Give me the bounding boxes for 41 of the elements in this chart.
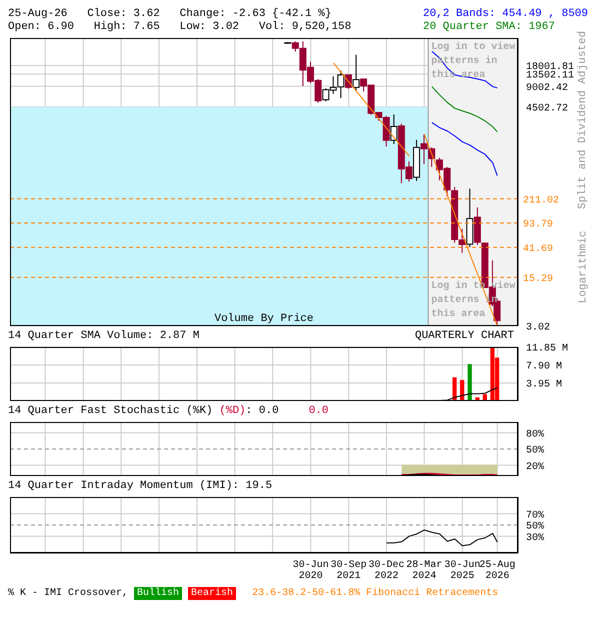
text: Bearish [188, 587, 236, 600]
chart-title: 25-Aug-26 Close: 3.62 Change: -2.63 {-42.1 %} [8, 8, 332, 21]
text: Logarithmic [577, 230, 589, 304]
ref-line-label: 93.79 [523, 220, 554, 231]
y-tick-label: 80% [526, 429, 544, 440]
y-tick-label: 50% [526, 446, 544, 457]
chart-title: 14 Quarter Intraday Momentum (IMI): 19.5 [8, 480, 272, 493]
ref-line-label: 15.29 [523, 274, 554, 285]
text: 20,2 Bands: 454.49 , 8509 [422, 8, 588, 21]
y-tick-label: 4502.72 [526, 104, 568, 115]
x-tick-label: 30-Jun 2020 [292, 560, 329, 582]
y-tick-label: 3.02 [526, 322, 550, 334]
x-tick-label: 30-Sep 2021 [330, 560, 367, 582]
chart-subtitle: Open: 6.90 High: 7.65 Low: 3.02 Vol: 9,520,158 [8, 21, 352, 34]
text: % K - IMI Crossover, [8, 587, 128, 600]
x-tick-label: 30-Jun 2025 [444, 560, 480, 582]
text: (%K) [185, 405, 213, 417]
y-tick-label: 3.95 M [526, 380, 562, 391]
text: 23.6-38.2-50-61.8% Fibonacci Retracements [252, 587, 498, 600]
ref-line-label: 211.02 [523, 195, 560, 206]
text: : 0.0 [246, 405, 279, 417]
x-tick-label: 30-Dec 2022 [368, 560, 405, 582]
y-axis-title: Split and Dividend Adjusted [577, 31, 590, 210]
text: 0.0 [308, 405, 328, 417]
text: 20 Quarter SMA: 1967 [422, 21, 555, 33]
y-tick-label: 50% [526, 522, 544, 533]
chart-title: 14 Quarter SMA Volume: 2.87 M [8, 330, 200, 343]
text: QUARTERLY CHART [414, 330, 514, 343]
y-tick-label: 9002.42 [526, 82, 568, 94]
y-tick-label: 7.90 M [526, 362, 562, 373]
band-label: Volume By Price [214, 313, 314, 325]
text: (%D) [218, 405, 246, 417]
y-tick-label: 11.85 M [526, 344, 568, 355]
chart-title: 14 Quarter Fast Stochastic [8, 405, 180, 417]
y-tick-label: 70% [526, 510, 544, 522]
y-tick-label: 20% [526, 462, 544, 473]
text: Bullish [134, 587, 182, 600]
x-tick-label: 28-Mar 2024 [406, 560, 442, 582]
x-tick-label: 25-Aug 2026 [479, 560, 516, 582]
ref-line-label: 41.69 [523, 244, 554, 255]
y-tick-label: 30% [526, 532, 544, 544]
